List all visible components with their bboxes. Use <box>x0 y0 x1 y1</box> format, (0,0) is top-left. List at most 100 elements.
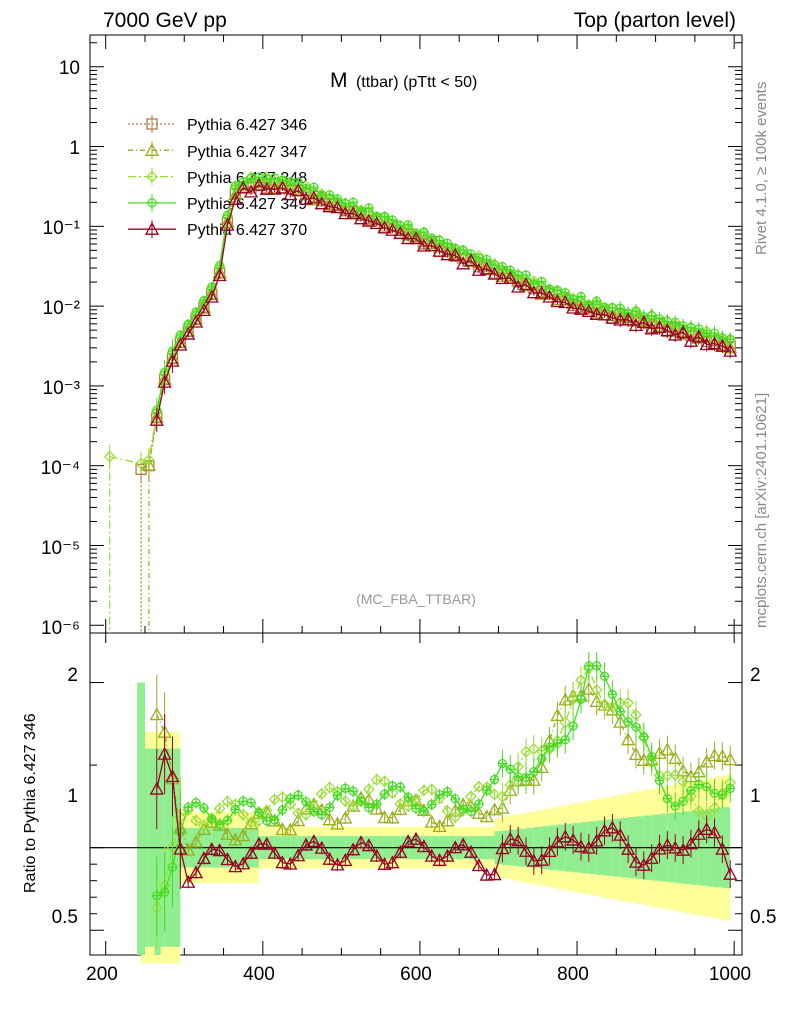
x-tick-label: 1000 <box>709 964 751 985</box>
ratio-data-point <box>243 816 259 830</box>
ratio-data-point <box>465 790 477 803</box>
data-point <box>306 190 321 204</box>
data-point <box>173 337 188 351</box>
data-point <box>408 231 424 245</box>
plot-marks <box>90 35 742 964</box>
ratio-data-point <box>567 693 579 706</box>
ratio-data-point <box>377 856 392 870</box>
ratio-data-point <box>353 835 369 849</box>
ratio-data-point <box>322 851 337 865</box>
legend-label: Pythia 6.427 349 <box>187 196 307 213</box>
ratio-data-point <box>668 840 683 854</box>
ratio-data-point <box>487 802 502 816</box>
ratio-data-point <box>573 839 589 853</box>
data-point <box>424 236 439 250</box>
data-point <box>393 226 408 240</box>
data-point <box>440 247 455 261</box>
ratio-data-point <box>707 748 722 762</box>
ratio-data-point <box>621 841 636 855</box>
ratio-data-point <box>511 833 526 847</box>
ratio-data-point <box>488 788 501 801</box>
ratio-data-point <box>314 840 329 854</box>
ratio-data-point <box>424 848 439 862</box>
data-point <box>251 177 266 191</box>
ratio-data-point <box>347 800 360 813</box>
data-point <box>298 183 314 197</box>
ratio-data-point <box>220 826 235 840</box>
data-point <box>291 183 306 197</box>
plot-title-main: M <box>330 69 348 92</box>
data-point <box>581 303 596 317</box>
data-point <box>636 315 651 329</box>
y-tick-label: 10⁻¹ <box>43 218 81 239</box>
x-tick-label: 600 <box>400 964 432 985</box>
ratio-data-point <box>276 791 289 804</box>
ratio-data-point <box>598 698 611 711</box>
ratio-data-point <box>393 802 408 816</box>
ratio-data-point <box>503 831 518 845</box>
data-point <box>550 294 565 308</box>
ratio-data-point <box>566 832 581 846</box>
analysis-label: (MC_FBA_TTBAR) <box>356 591 476 607</box>
ratio-tick-label: 0.5 <box>52 907 78 928</box>
ratio-data-point <box>267 845 282 859</box>
data-point <box>597 307 612 321</box>
data-point <box>212 268 227 282</box>
ratio-data-point <box>496 790 509 803</box>
data-point <box>243 184 259 198</box>
legend-marker <box>144 221 160 235</box>
ratio-data-point <box>692 804 705 817</box>
ratio-data-point <box>346 842 361 856</box>
ratio-data-point <box>259 836 274 850</box>
data-point <box>526 285 541 299</box>
data-point <box>715 338 730 352</box>
ratio-tick-label: 2 <box>67 665 78 686</box>
data-point <box>424 238 439 252</box>
ratio-data-point <box>613 827 628 841</box>
header-right: Top (parton level) <box>574 9 736 32</box>
ratio-data-point <box>527 743 540 755</box>
data-point <box>699 337 714 351</box>
data-point <box>691 329 706 343</box>
data-point <box>723 343 738 357</box>
ratio-band-green <box>154 765 161 955</box>
x-tick-labels: 200 400 600 800 1000 <box>86 964 751 985</box>
ratio-data-point <box>581 681 596 695</box>
ratio-data-point <box>589 693 604 707</box>
data-point <box>157 374 172 388</box>
data-point <box>188 314 204 328</box>
data-point <box>385 222 400 236</box>
ratio-data-point <box>402 800 414 812</box>
legend-marker <box>146 170 158 183</box>
ratio-data-point <box>471 858 486 872</box>
data-point <box>621 312 636 326</box>
ratio-data-point <box>363 783 375 796</box>
data-point <box>338 206 353 220</box>
y-tick-label: 10⁻⁴ <box>41 458 80 479</box>
ratio-data-point <box>149 707 164 721</box>
ratio-data-point <box>699 821 714 835</box>
data-point <box>432 243 447 257</box>
ratio-data-point <box>385 855 400 869</box>
data-point <box>613 312 628 326</box>
y-tick-label: 10⁻² <box>43 298 81 319</box>
ratio-data-point <box>683 836 699 850</box>
data-point <box>361 213 376 227</box>
data-point <box>573 301 589 315</box>
ratio-tick-label-right: 0.5 <box>750 907 776 928</box>
data-point <box>322 199 337 213</box>
ratio-data-point <box>669 769 682 781</box>
data-point <box>236 180 251 194</box>
y-tick-label: 10 <box>59 58 80 79</box>
ratio-data-point <box>190 814 202 827</box>
ratio-data-point <box>644 850 659 864</box>
ratio-data-point <box>283 856 298 870</box>
ratio-data-point <box>715 748 730 762</box>
ratio-data-point <box>243 845 259 859</box>
legend-marker <box>144 142 160 156</box>
ratio-series-line <box>156 666 731 909</box>
data-point <box>314 196 329 210</box>
ratio-data-point <box>441 804 454 817</box>
data-point <box>275 180 290 194</box>
ratio-data-point <box>589 833 604 847</box>
